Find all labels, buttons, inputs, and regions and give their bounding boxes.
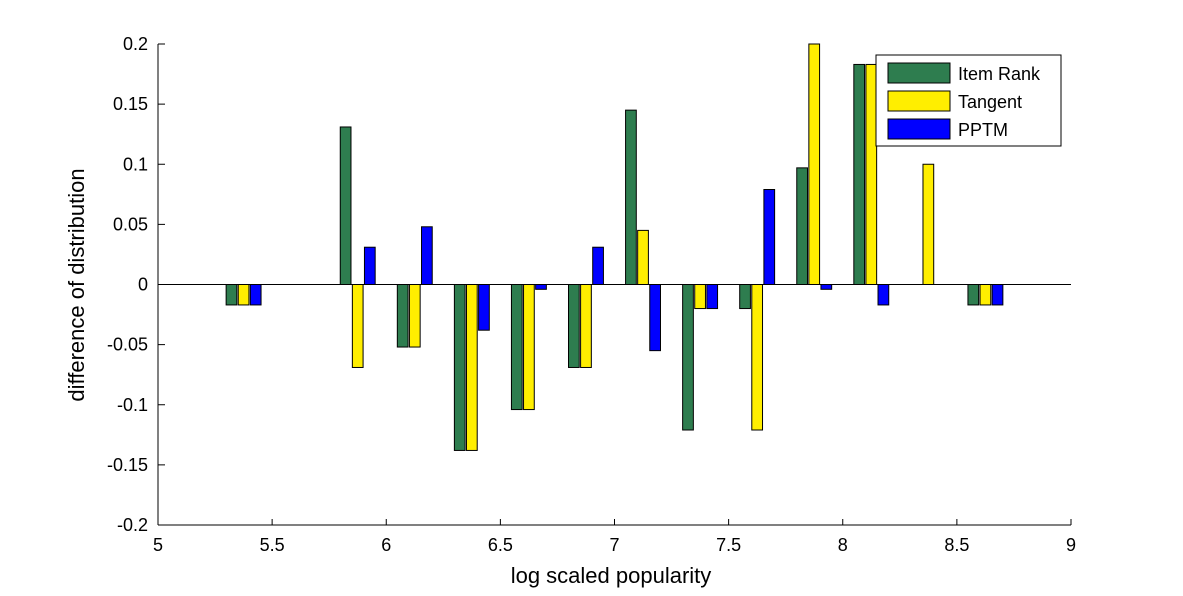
x-tick-label: 5	[153, 535, 163, 555]
bar-tangent	[979, 284, 992, 306]
legend-swatch	[887, 118, 951, 140]
y-tick-label: -0.15	[107, 455, 148, 475]
x-tick-label: 5.5	[260, 535, 285, 555]
bar-pptm	[249, 284, 262, 306]
x-tick-label: 7	[609, 535, 619, 555]
bar-pptm	[535, 284, 547, 290]
bar-tangent	[865, 63, 878, 285]
x-tick-label: 7.5	[716, 535, 741, 555]
bar-tangent	[465, 284, 478, 451]
bar-pptm	[421, 226, 433, 285]
legend: Item Rank Tangent PPTM	[875, 54, 1062, 147]
bar-tangent	[922, 163, 935, 285]
bar-tangent	[580, 284, 592, 368]
y-tick-label: 0	[138, 275, 148, 295]
y-tick-label: -0.2	[117, 515, 148, 535]
ticks-layer: 5 5.5 6 6.5 7 7.5 8 8.5 9 -0.2 -0.15 -0.1 -0.05 0 0.05…	[107, 34, 1076, 555]
legend-label: Tangent	[958, 92, 1022, 112]
bar-pptm	[363, 246, 376, 286]
bar-item-rank	[453, 284, 466, 451]
y-tick-label: 0.05	[113, 214, 148, 234]
bar-tangent	[408, 284, 421, 348]
legend-swatch	[887, 62, 951, 84]
x-tick-label: 6.5	[488, 535, 513, 555]
y-tick-label: 0.15	[113, 94, 148, 114]
bar-tangent	[523, 284, 535, 411]
y-tick-label: 0.1	[123, 154, 148, 174]
bar-item-rank	[568, 284, 580, 368]
y-tick-label: 0.2	[123, 34, 148, 54]
y-tick-label: -0.1	[117, 395, 148, 415]
y-axis-label: difference of distribution	[64, 168, 89, 401]
bar-item-rank	[625, 109, 637, 285]
bar-pptm	[592, 246, 604, 286]
x-tick-label: 6	[381, 535, 391, 555]
bar-pptm	[877, 284, 890, 306]
x-axis-label: log scaled popularity	[511, 563, 712, 588]
bar-tangent	[808, 43, 821, 285]
legend-swatch	[887, 90, 951, 112]
bar-tangent	[637, 229, 649, 285]
bar-tangent	[237, 284, 250, 306]
legend-label: PPTM	[958, 120, 1008, 140]
bar-item-rank	[967, 284, 980, 306]
bar-pptm	[478, 284, 490, 331]
bar-tangent	[694, 284, 706, 310]
x-tick-label: 9	[1066, 535, 1076, 555]
bar-pptm	[763, 189, 776, 285]
bar-pptm	[820, 284, 833, 290]
bar-item-rank	[739, 284, 751, 310]
legend-label: Item Rank	[958, 64, 1041, 84]
bar-item-rank	[396, 284, 409, 348]
x-tick-label: 8	[838, 535, 848, 555]
bar-item-rank	[225, 284, 238, 306]
bar-pptm	[991, 284, 1004, 306]
bar-tangent	[751, 284, 764, 431]
bar-pptm	[706, 284, 719, 310]
bar-item-rank	[339, 126, 352, 285]
bar-tangent	[351, 284, 364, 368]
bar-item-rank	[853, 63, 866, 285]
bar-item-rank	[796, 167, 808, 285]
bar-item-rank	[510, 284, 523, 411]
x-tick-label: 8.5	[944, 535, 969, 555]
bar-item-rank	[682, 284, 694, 431]
y-tick-label: -0.05	[107, 335, 148, 355]
bar-pptm	[649, 284, 661, 352]
